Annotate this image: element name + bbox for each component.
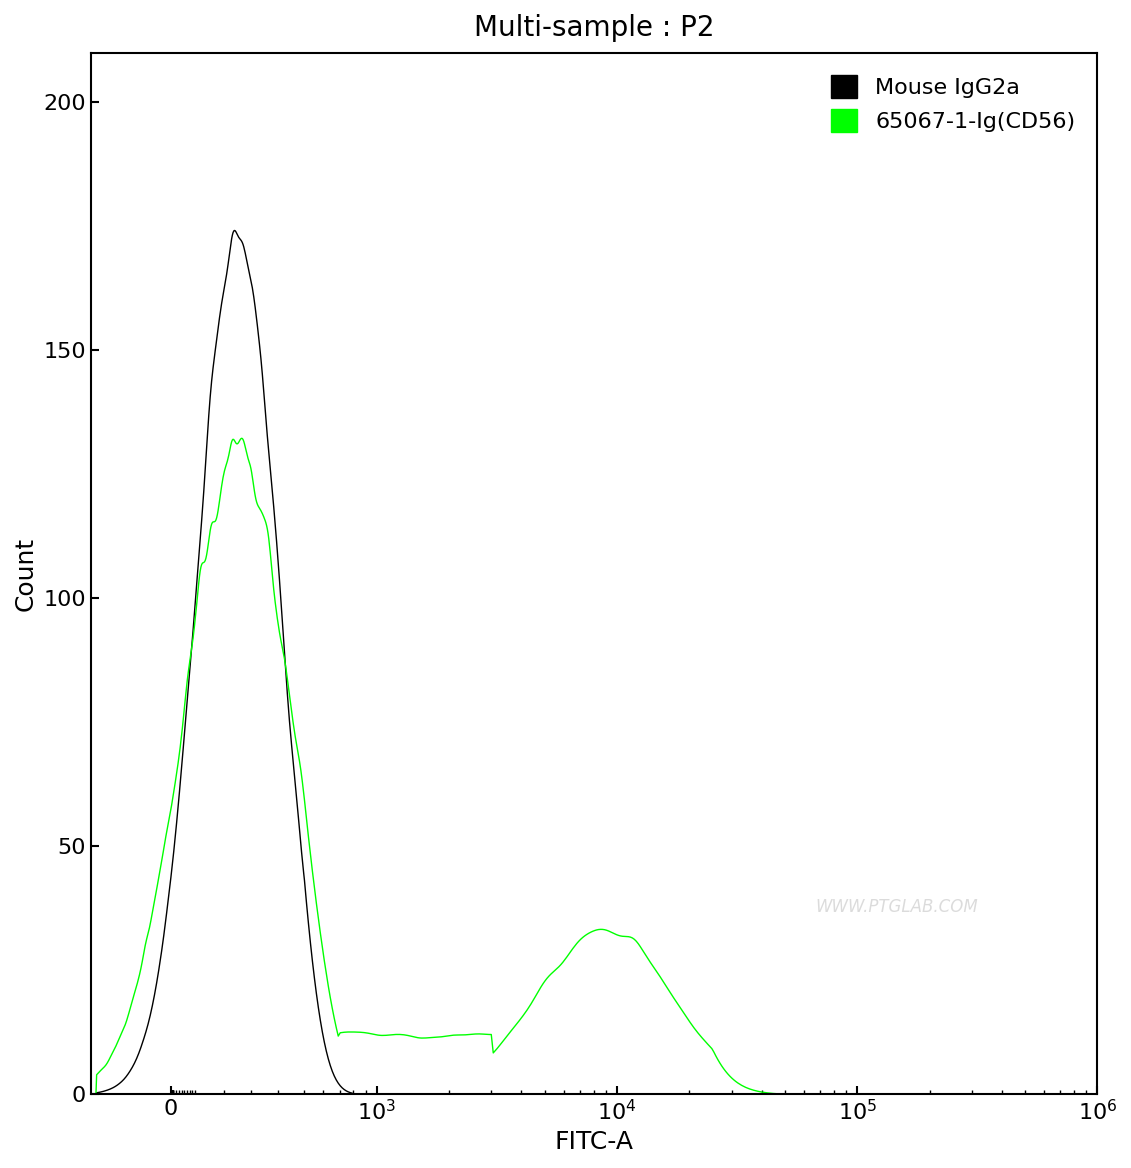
Mouse IgG2a — [120, 1069, 133, 1083]
Mouse IgG2a — [261, 437, 275, 451]
Legend: Mouse IgG2a, 65067-1-Ig(CD56): Mouse IgG2a, 65067-1-Ig(CD56) — [820, 64, 1086, 142]
Mouse IgG2a — [1090, 1087, 1104, 1101]
Mouse IgG2a — [227, 223, 241, 237]
Line: Mouse IgG2a: Mouse IgG2a — [90, 230, 1097, 1094]
X-axis label: FITC-A: FITC-A — [554, 1131, 633, 1154]
Line: 65067-1-Ig(CD56): 65067-1-Ig(CD56) — [90, 438, 1097, 1094]
Text: WWW.PTGLAB.COM: WWW.PTGLAB.COM — [815, 898, 978, 916]
Mouse IgG2a — [811, 1087, 824, 1101]
Y-axis label: Count: Count — [14, 536, 38, 611]
Mouse IgG2a — [84, 1087, 97, 1101]
65067-1-Ig(CD56) — [1090, 1087, 1104, 1101]
Title: Multi-sample : P2: Multi-sample : P2 — [474, 14, 715, 42]
65067-1-Ig(CD56) — [261, 527, 275, 541]
Mouse IgG2a — [1017, 1087, 1030, 1101]
Mouse IgG2a — [452, 1087, 466, 1101]
65067-1-Ig(CD56) — [811, 1087, 824, 1101]
65067-1-Ig(CD56) — [452, 1028, 466, 1042]
65067-1-Ig(CD56) — [84, 1087, 97, 1101]
65067-1-Ig(CD56) — [120, 1014, 133, 1028]
Mouse IgG2a — [140, 1020, 154, 1034]
65067-1-Ig(CD56) — [1017, 1087, 1030, 1101]
65067-1-Ig(CD56) — [140, 930, 154, 944]
65067-1-Ig(CD56) — [235, 431, 249, 445]
